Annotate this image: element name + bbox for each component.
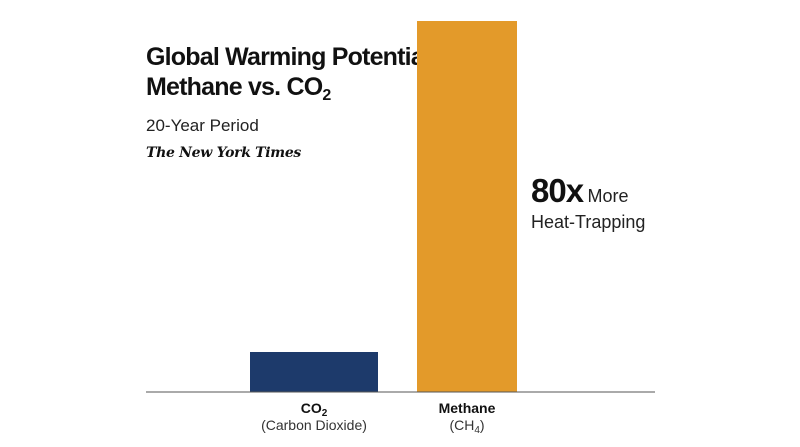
category-label-methane: Methane — [439, 400, 496, 416]
nyt-logo: The New York Times — [146, 145, 302, 161]
chart-title-line-1: Global Warming Potential: — [146, 43, 438, 71]
bar-methane — [417, 21, 517, 392]
chart-title-subscript: 2 — [322, 87, 332, 104]
category-detail-methane: (CH4) — [449, 417, 484, 436]
title-block: Global Warming Potential: Methane vs. CO… — [146, 42, 438, 161]
chart-subtitle: 20-Year Period — [146, 116, 259, 135]
callout-multiplier: 80x — [531, 172, 584, 209]
category-labels-layer: CO2(Carbon Dioxide) Methane(CH4) — [261, 400, 496, 436]
callout-heat-trapping-text: Heat-Trapping — [531, 212, 646, 232]
callout: 80x More Heat-Trapping — [531, 172, 645, 233]
callout-more-text: More — [587, 186, 629, 206]
chart-title-line-2-text: Methane vs. CO — [146, 73, 323, 101]
category-detail-co2: (Carbon Dioxide) — [261, 417, 367, 433]
chart-title-line-2: Methane vs. CO2 — [146, 72, 416, 111]
bar-co2 — [250, 352, 378, 392]
category-label-co2: CO2 — [301, 400, 328, 419]
